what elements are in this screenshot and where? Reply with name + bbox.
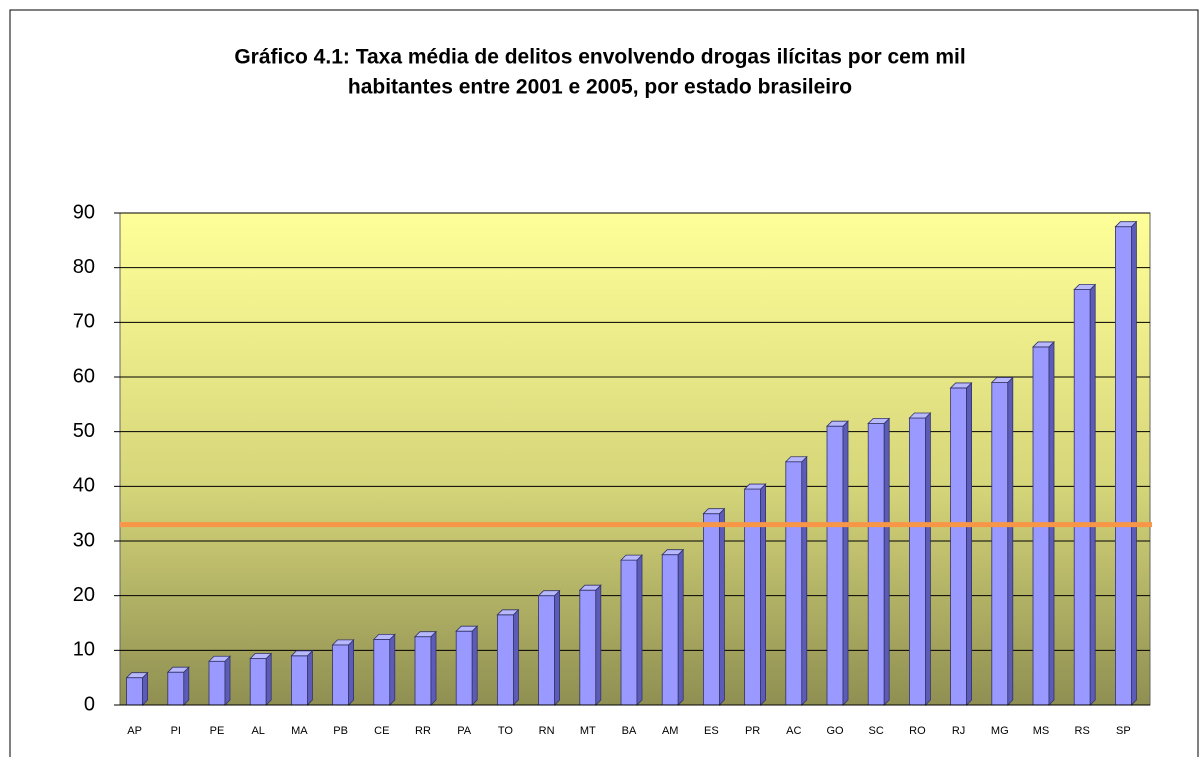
bar [331, 638, 355, 706]
x-tick-label: CE [374, 725, 389, 737]
y-tick-label: 70 [73, 311, 95, 333]
bar [208, 655, 231, 706]
x-tick-label: RS [1075, 725, 1090, 737]
y-tick-label: 40 [73, 475, 95, 497]
x-tick-label: MS [1033, 725, 1050, 737]
x-tick-label: AL [251, 725, 264, 737]
y-tick-label: 0 [84, 693, 95, 715]
y-tick-label: 10 [73, 639, 95, 661]
x-tick-label: RR [415, 725, 431, 737]
bar [125, 671, 149, 706]
x-tick-label: MA [291, 725, 308, 737]
chart-border [9, 9, 1199, 757]
x-tick-label: RN [539, 725, 555, 737]
bar [784, 455, 808, 706]
x-tick-label: SP [1116, 725, 1131, 737]
y-tick-label: 50 [73, 420, 95, 442]
bar [826, 420, 849, 706]
bar [620, 554, 643, 706]
x-tick-label: RJ [952, 725, 965, 737]
bar [908, 412, 932, 706]
x-tick-label: GO [826, 725, 844, 737]
bar [949, 381, 973, 706]
y-tick-label: 80 [73, 256, 95, 278]
bar [372, 633, 396, 706]
x-tick-label: PB [333, 725, 348, 737]
bar [166, 666, 190, 706]
bar [661, 548, 685, 706]
x-tick-label: AP [127, 725, 142, 737]
bar [990, 376, 1014, 706]
x-tick-label: PR [745, 725, 760, 737]
x-tick-label: PE [210, 725, 225, 737]
bar [290, 649, 314, 706]
x-tick-label: BA [622, 725, 637, 737]
x-tick-label: MG [991, 725, 1009, 737]
bar [249, 652, 273, 706]
y-tick-label: 90 [73, 201, 95, 223]
x-tick-label: PI [171, 725, 181, 737]
bar [537, 589, 561, 706]
x-tick-label: PA [457, 725, 472, 737]
x-tick-label: AC [786, 725, 801, 737]
bar [1073, 283, 1097, 706]
bar [1114, 220, 1138, 706]
x-tick-label: AM [662, 725, 679, 737]
y-tick-label: 30 [73, 529, 95, 551]
y-tick-label: 60 [73, 365, 95, 387]
bar [743, 483, 767, 706]
bar [496, 608, 520, 706]
bar [414, 630, 437, 706]
x-tick-label: SC [869, 725, 884, 737]
x-tick-label: TO [498, 725, 514, 737]
chart-title: Gráfico 4.1: Taxa média de delitos envol… [234, 46, 965, 69]
x-tick-label: MT [580, 725, 596, 737]
bar [578, 584, 602, 706]
y-tick-label: 20 [73, 584, 95, 606]
bar [455, 625, 479, 706]
x-tick-label: ES [704, 725, 719, 737]
chart-subtitle: habitantes entre 2001 e 2005, por estado… [348, 76, 852, 99]
x-tick-label: RO [909, 725, 926, 737]
bar [867, 417, 891, 706]
bar [702, 507, 726, 706]
